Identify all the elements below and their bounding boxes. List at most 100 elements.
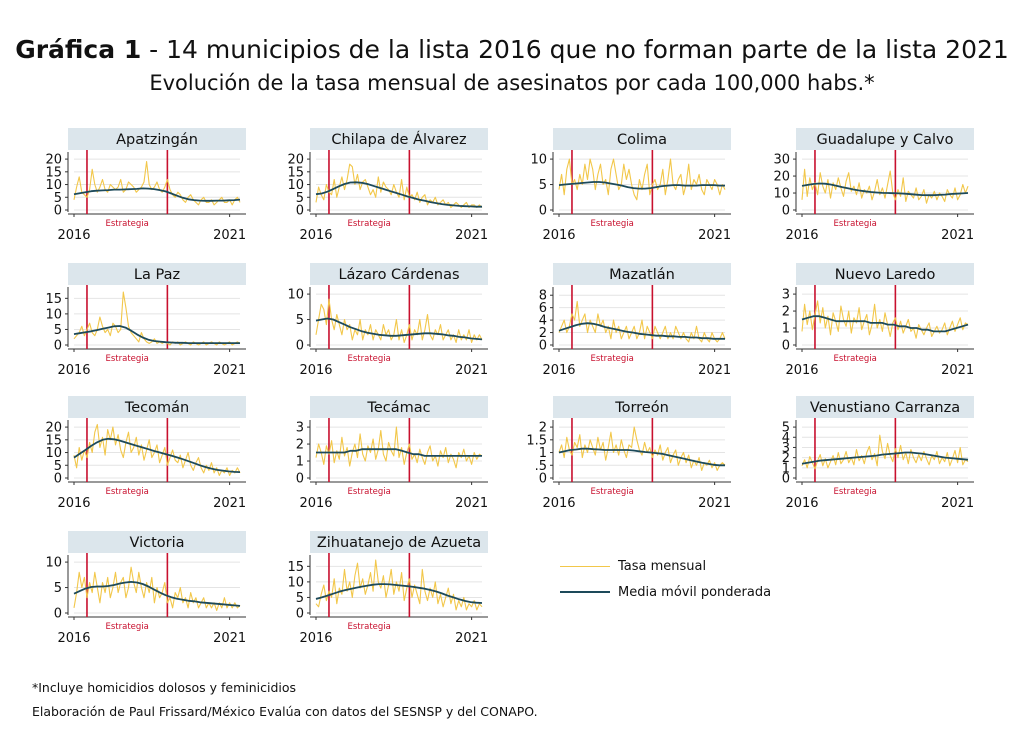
- series-weighted-moving-average: [73, 325, 240, 344]
- series-weighted-moving-average: [315, 583, 483, 604]
- x-tick-label: 2016: [542, 228, 575, 243]
- y-tick-label: 5: [54, 323, 62, 338]
- series-monthly-rate: [73, 161, 241, 206]
- strategy-label: Estrategia: [590, 487, 633, 497]
- y-tick-label: 0: [539, 339, 547, 354]
- footnotes: *Incluye homicidios dolosos y feminicidi…: [32, 676, 538, 724]
- y-tick-label: 20: [45, 153, 62, 168]
- y-tick-label: 0: [296, 472, 304, 487]
- series-weighted-moving-average: [315, 317, 483, 341]
- strategy-label: Estrategia: [590, 354, 633, 364]
- y-tick-label: 15: [287, 165, 304, 180]
- series-weighted-moving-average: [558, 181, 725, 190]
- x-tick-label: 2021: [698, 496, 731, 511]
- y-tick-label: 0: [782, 339, 790, 354]
- x-tick-label: 2021: [698, 228, 731, 243]
- panel-header: [553, 396, 731, 418]
- y-tick-label: 0: [782, 204, 790, 219]
- y-tick-label: 10: [45, 307, 62, 322]
- panel-nuevo-laredo: Nuevo Laredo 0 1 2 3 Estrategia 2016 2021: [782, 263, 974, 378]
- x-tick-label: 2016: [299, 228, 332, 243]
- y-tick-label: 10: [45, 446, 62, 461]
- series-monthly-rate: [558, 300, 726, 343]
- panel-title: Torreón: [614, 400, 669, 416]
- series-monthly-rate: [73, 566, 241, 612]
- y-tick-label: 20: [287, 153, 304, 168]
- y-tick-label: 10: [530, 153, 547, 168]
- x-tick-label: 2021: [698, 363, 731, 378]
- x-tick-label: 2021: [213, 631, 246, 646]
- strategy-label: Estrategia: [833, 354, 876, 364]
- chart-title-block: Gráfica 1 - 14 municipios de la lista 20…: [0, 34, 1024, 98]
- panel-header: [68, 531, 246, 553]
- y-tick-label: 20: [773, 170, 790, 185]
- legend-label-monthly: Tasa mensual: [618, 558, 707, 574]
- x-tick-label: 2021: [455, 631, 488, 646]
- y-tick-label: 10: [45, 178, 62, 193]
- panel-tecamac: Tecámac 0 1 2 3 Estrategia 2016 2021: [296, 396, 488, 511]
- strategy-label: Estrategia: [105, 219, 148, 229]
- y-tick-label: 6: [539, 301, 547, 316]
- y-tick-label: 0: [782, 472, 790, 487]
- series-monthly-rate: [315, 559, 483, 611]
- x-tick-label: 2021: [941, 496, 974, 511]
- series-monthly-rate: [558, 426, 726, 471]
- x-tick-label: 2016: [542, 363, 575, 378]
- footnote-note: *Incluye homicidios dolosos y feminicidi…: [32, 680, 297, 695]
- strategy-label: Estrategia: [347, 622, 390, 632]
- y-tick-label: 0: [539, 472, 547, 487]
- panel-title: Nuevo Laredo: [835, 267, 936, 283]
- panel-title: La Paz: [134, 267, 180, 283]
- series-monthly-rate: [558, 158, 726, 201]
- y-tick-label: 1.5: [526, 433, 547, 448]
- x-tick-label: 2016: [299, 363, 332, 378]
- chart-title-text: 14 municipios de la lista 2016 que no fo…: [166, 35, 1009, 64]
- panel-header: [310, 531, 488, 553]
- series-monthly-rate: [315, 426, 483, 469]
- series-monthly-rate: [801, 434, 969, 470]
- y-tick-label: 1: [539, 446, 547, 461]
- panel-title: Chilapa de Álvarez: [331, 131, 466, 148]
- y-tick-label: 15: [287, 560, 304, 575]
- y-tick-label: 10: [773, 187, 790, 202]
- y-tick-label: .5: [535, 459, 547, 474]
- y-tick-label: 5: [54, 191, 62, 206]
- x-tick-label: 2021: [213, 496, 246, 511]
- y-tick-label: 5: [539, 178, 547, 193]
- panel-title: Tecámac: [366, 400, 430, 416]
- panel-title: Colima: [617, 132, 667, 148]
- y-tick-label: 0: [296, 339, 304, 354]
- y-tick-label: 0: [296, 204, 304, 219]
- strategy-label: Estrategia: [347, 487, 390, 497]
- x-tick-label: 2016: [57, 363, 90, 378]
- y-tick-label: 1: [782, 322, 790, 337]
- y-tick-label: 10: [45, 556, 62, 571]
- strategy-label: Estrategia: [833, 487, 876, 497]
- series-weighted-moving-average: [73, 187, 241, 202]
- y-tick-label: 5: [296, 191, 304, 206]
- series-monthly-rate: [73, 291, 241, 346]
- panel-title: Apatzingán: [116, 132, 198, 148]
- chart-title: Gráfica 1 - 14 municipios de la lista 20…: [0, 34, 1024, 66]
- panel-guadalupe-y-calvo: Guadalupe y Calvo 0 10 20 30 Estrategia 2016 20…: [773, 128, 974, 243]
- panel-header: [553, 128, 731, 150]
- y-tick-label: 3: [296, 421, 304, 436]
- series-weighted-moving-average: [558, 322, 725, 340]
- x-tick-label: 2021: [455, 228, 488, 243]
- panel-victoria: Victoria 0 5 10 Estrategia 2016 2021: [45, 531, 246, 646]
- y-tick-label: 2: [782, 305, 790, 320]
- y-tick-label: 20: [45, 421, 62, 436]
- y-tick-label: 10: [287, 288, 304, 303]
- y-tick-label: 5: [296, 313, 304, 328]
- x-tick-label: 2021: [213, 363, 246, 378]
- y-tick-label: 2: [539, 421, 547, 436]
- y-tick-label: 0: [54, 204, 62, 219]
- x-tick-label: 2016: [57, 228, 90, 243]
- x-tick-label: 2016: [785, 228, 818, 243]
- panel-header: [310, 128, 488, 150]
- panel-header: [796, 263, 974, 285]
- y-tick-label: 3: [782, 288, 790, 303]
